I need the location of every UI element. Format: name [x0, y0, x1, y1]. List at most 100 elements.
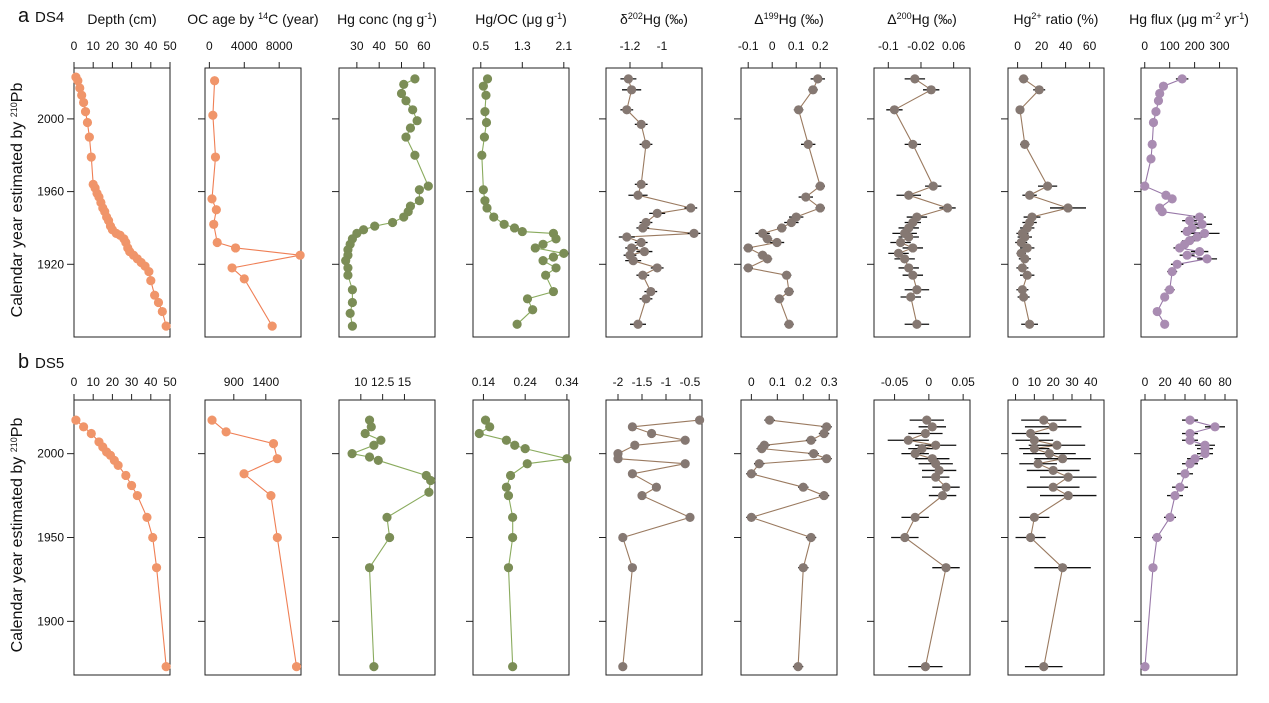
- x-tick-label: 200: [1185, 39, 1205, 53]
- data-point: [920, 662, 931, 672]
- subplot-title-part: δ: [620, 11, 628, 27]
- data-point: [479, 132, 490, 142]
- core-name: DS5: [35, 355, 64, 372]
- data-point: [1199, 228, 1210, 238]
- data-point: [503, 490, 514, 501]
- x-tick-label: 1400: [252, 375, 279, 389]
- data-point: [746, 469, 756, 479]
- data-point: [410, 74, 420, 84]
- data-point: [637, 490, 647, 501]
- x-tick-label: 0: [926, 375, 933, 389]
- x-tick-label: 50: [395, 39, 409, 53]
- data-point: [917, 444, 927, 454]
- data-point: [399, 212, 409, 222]
- x-tick-label: 0: [206, 39, 213, 53]
- data-point: [1158, 81, 1169, 91]
- data-point: [559, 248, 569, 258]
- data-point: [1167, 194, 1177, 204]
- data-point: [926, 85, 936, 95]
- data-point: [793, 105, 804, 115]
- data-point: [512, 319, 522, 329]
- data-point: [904, 263, 914, 273]
- subplot-title-part: Depth (cm): [87, 11, 156, 27]
- data-point: [895, 237, 906, 248]
- data-point: [941, 563, 951, 573]
- x-tick-label: 40: [1178, 375, 1192, 389]
- x-tick-label: 0: [1014, 39, 1021, 53]
- data-point: [151, 563, 162, 573]
- x-tick-label: 15: [398, 375, 412, 389]
- data-point: [80, 107, 91, 117]
- series-line: [904, 419, 947, 667]
- axes-frame: [873, 399, 971, 676]
- data-point: [480, 415, 491, 425]
- data-point: [528, 305, 538, 315]
- subplot-title-part: 14: [258, 11, 268, 21]
- subplot-title-part: -1: [1236, 11, 1244, 21]
- data-point: [1146, 154, 1156, 164]
- data-point: [1020, 139, 1030, 149]
- data-point: [920, 428, 931, 439]
- x-tick-label: 0: [769, 39, 776, 53]
- subplot-title: Hg/OC (μg g-1): [475, 11, 567, 27]
- data-point: [680, 435, 690, 445]
- x-tick-label: 0.2: [795, 375, 812, 389]
- x-tick-label: 0.2: [812, 39, 829, 53]
- series-line: [746, 78, 822, 325]
- data-point: [478, 81, 488, 91]
- data-point: [1057, 563, 1068, 573]
- series-line: [617, 419, 700, 667]
- data-point: [150, 290, 160, 300]
- x-tick-label: 60: [1198, 375, 1212, 389]
- data-point: [784, 286, 794, 297]
- data-point: [227, 263, 237, 273]
- data-point: [627, 563, 638, 573]
- data-point: [369, 440, 379, 450]
- subplot-title-part: OC age by: [187, 11, 258, 27]
- panel-label: b: [18, 351, 29, 373]
- data-point: [1165, 512, 1175, 522]
- x-tick-label: 60: [1083, 39, 1097, 53]
- subplot-title: Hg conc (ng g-1): [337, 11, 437, 27]
- data-point: [387, 217, 398, 228]
- data-point: [385, 532, 395, 543]
- data-point: [1044, 449, 1055, 459]
- subplot-title-part: ): [432, 11, 437, 27]
- data-point: [798, 563, 808, 573]
- data-point: [366, 422, 376, 432]
- data-point: [1182, 250, 1192, 260]
- data-point: [142, 512, 152, 522]
- data-point: [903, 435, 913, 445]
- y-axis-label-part: Calendar year estimated by: [9, 117, 26, 317]
- subplot-title-part: -1: [424, 11, 432, 21]
- x-tick-label: 30: [125, 39, 139, 53]
- data-point: [772, 237, 782, 248]
- data-point: [633, 319, 643, 329]
- data-point: [508, 532, 518, 543]
- subplot-title-part: Δ: [887, 11, 896, 27]
- data-point: [1017, 263, 1028, 273]
- data-point: [1185, 435, 1195, 445]
- data-point: [343, 270, 353, 280]
- data-point: [1025, 532, 1036, 543]
- x-tick-label: 50: [163, 375, 177, 389]
- x-tick-label: 40: [373, 39, 387, 53]
- data-point: [239, 274, 249, 284]
- series-line: [749, 419, 828, 667]
- data-point: [1029, 444, 1039, 454]
- data-point: [82, 117, 93, 128]
- data-point: [1167, 266, 1177, 277]
- data-point: [1147, 139, 1157, 149]
- y-axis-label-part: Pb: [9, 418, 26, 438]
- data-point: [1063, 203, 1073, 213]
- data-point: [1152, 532, 1162, 543]
- data-point: [900, 254, 910, 264]
- data-point: [931, 472, 941, 482]
- data-point: [1185, 415, 1195, 425]
- x-tick-label: -1.5: [632, 375, 653, 389]
- series-line: [350, 419, 432, 667]
- data-point: [86, 152, 96, 162]
- data-point: [652, 263, 662, 273]
- data-point: [1029, 512, 1039, 522]
- data-point: [1048, 482, 1058, 492]
